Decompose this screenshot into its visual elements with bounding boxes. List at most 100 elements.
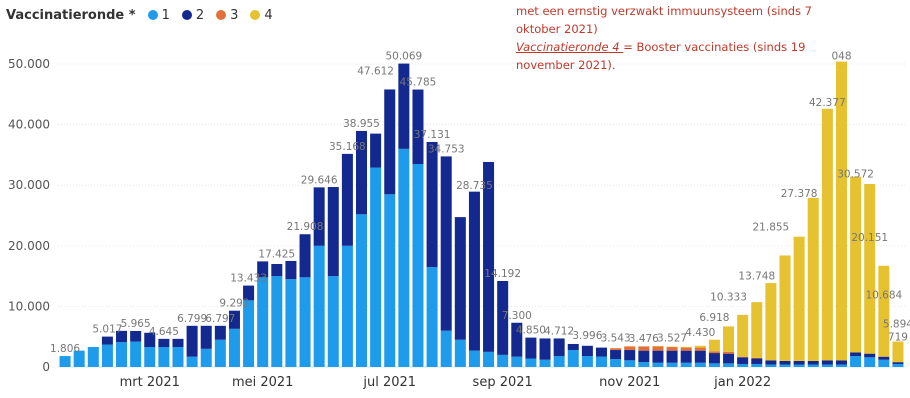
bar-segment-series-2[interactable] xyxy=(567,343,579,351)
bar-segment-series-4[interactable] xyxy=(878,265,890,357)
bar-segment-series-2[interactable] xyxy=(412,89,424,164)
bar-segment-series-2[interactable] xyxy=(384,89,396,195)
bar-segment-series-4[interactable] xyxy=(807,197,819,361)
bar-segment-series-2[interactable] xyxy=(708,353,720,364)
bar-segment-series-1[interactable] xyxy=(525,358,537,367)
bar-segment-series-2[interactable] xyxy=(525,337,537,359)
bar-segment-series-1[interactable] xyxy=(850,356,862,367)
bar-segment-series-4[interactable] xyxy=(779,255,791,361)
bar-segment-series-4[interactable] xyxy=(892,341,904,363)
legend-item-4[interactable]: 4 xyxy=(250,8,273,23)
bar-segment-series-1[interactable] xyxy=(440,330,452,367)
bar-segment-series-2[interactable] xyxy=(638,350,650,363)
bar-segment-series-3[interactable] xyxy=(624,346,636,351)
legend-item-2[interactable]: 2 xyxy=(181,8,204,23)
bar-segment-series-1[interactable] xyxy=(624,360,636,367)
bar-segment-series-2[interactable] xyxy=(341,153,353,246)
bar-segment-series-4[interactable] xyxy=(751,302,763,358)
bar-segment-series-1[interactable] xyxy=(341,245,353,367)
bar-segment-series-2[interactable] xyxy=(807,360,819,365)
bar-segment-series-2[interactable] xyxy=(864,353,876,358)
bar-segment-series-1[interactable] xyxy=(765,364,777,367)
bar-segment-series-1[interactable] xyxy=(186,356,198,367)
bar-segment-series-2[interactable] xyxy=(595,347,607,357)
bar-segment-series-2[interactable] xyxy=(835,360,847,365)
bar-segment-series-2[interactable] xyxy=(186,325,198,357)
bar-segment-series-3[interactable] xyxy=(666,347,678,351)
bar-segment-series-1[interactable] xyxy=(158,347,170,367)
bar-segment-series-1[interactable] xyxy=(398,148,410,367)
bar-segment-series-2[interactable] xyxy=(468,191,480,351)
bar-segment-series-1[interactable] xyxy=(892,363,904,367)
bar-segment-series-2[interactable] xyxy=(553,338,565,357)
bar-segment-series-1[interactable] xyxy=(214,339,226,367)
bar-segment-series-4[interactable] xyxy=(765,283,777,361)
bar-segment-series-2[interactable] xyxy=(271,263,283,277)
bar-segment-series-1[interactable] xyxy=(723,363,735,367)
bar-segment-series-1[interactable] xyxy=(751,363,763,367)
bar-segment-series-1[interactable] xyxy=(144,347,156,367)
bar-segment-series-1[interactable] xyxy=(87,347,99,367)
bar-segment-series-1[interactable] xyxy=(271,276,283,367)
legend-item-1[interactable]: 1 xyxy=(147,8,170,23)
bar-segment-series-1[interactable] xyxy=(595,356,607,367)
bar-segment-series-2[interactable] xyxy=(723,353,735,364)
bar-segment-series-1[interactable] xyxy=(864,357,876,367)
bar-segment-series-2[interactable] xyxy=(652,350,664,363)
bar-segment-series-1[interactable] xyxy=(581,356,593,367)
bar-segment-series-1[interactable] xyxy=(101,344,113,367)
bar-segment-series-4[interactable] xyxy=(835,61,847,361)
bar-segment-series-1[interactable] xyxy=(172,347,184,367)
bar-segment-series-2[interactable] xyxy=(172,338,184,347)
bar-segment-series-1[interactable] xyxy=(878,359,890,367)
bar-segment-series-1[interactable] xyxy=(299,277,311,367)
bar-segment-series-4[interactable] xyxy=(708,339,720,352)
bar-segment-series-2[interactable] xyxy=(144,332,156,347)
bar-segment-series-1[interactable] xyxy=(694,362,706,367)
bar-segment-series-1[interactable] xyxy=(835,364,847,367)
bar-segment-series-1[interactable] xyxy=(200,348,212,367)
bar-segment-series-2[interactable] xyxy=(666,350,678,363)
bar-segment-series-3[interactable] xyxy=(638,346,650,351)
bar-segment-series-1[interactable] xyxy=(285,279,297,367)
bar-segment-series-1[interactable] xyxy=(412,163,424,367)
bar-segment-series-1[interactable] xyxy=(779,364,791,367)
bar-segment-series-4[interactable] xyxy=(737,314,749,357)
bar-segment-series-2[interactable] xyxy=(158,338,170,347)
bar-segment-series-3[interactable] xyxy=(680,347,692,351)
bar-segment-series-1[interactable] xyxy=(327,276,339,367)
bar-segment-series-2[interactable] xyxy=(440,156,452,331)
bar-segment-series-3[interactable] xyxy=(652,346,664,351)
bar-segment-series-2[interactable] xyxy=(779,360,791,365)
bar-segment-series-2[interactable] xyxy=(483,161,495,352)
bar-segment-series-4[interactable] xyxy=(793,236,805,361)
bar-segment-series-1[interactable] xyxy=(116,342,128,367)
bar-segment-series-2[interactable] xyxy=(751,358,763,364)
bar-segment-series-2[interactable] xyxy=(680,350,692,363)
bar-segment-series-1[interactable] xyxy=(666,362,678,367)
bar-segment-series-2[interactable] xyxy=(850,352,862,357)
bar-segment-series-2[interactable] xyxy=(299,234,311,278)
bar-segment-series-4[interactable] xyxy=(723,326,735,352)
bar-segment-series-4[interactable] xyxy=(680,346,692,348)
bar-segment-series-4[interactable] xyxy=(850,176,862,353)
bar-segment-series-2[interactable] xyxy=(426,141,438,268)
bar-segment-series-2[interactable] xyxy=(398,63,410,149)
bar-segment-series-3[interactable] xyxy=(708,351,720,354)
bar-segment-series-1[interactable] xyxy=(539,359,551,367)
legend-item-3[interactable]: 3 xyxy=(216,8,238,23)
bar-segment-series-4[interactable] xyxy=(666,346,678,348)
bar-segment-series-1[interactable] xyxy=(511,356,523,367)
bar-segment-series-2[interactable] xyxy=(581,345,593,357)
bar-segment-series-1[interactable] xyxy=(426,267,438,367)
bar-segment-series-3[interactable] xyxy=(751,357,763,359)
bar-segment-series-1[interactable] xyxy=(610,359,622,367)
bar-segment-series-4[interactable] xyxy=(694,345,706,348)
bar-segment-series-2[interactable] xyxy=(878,356,890,360)
bar-segment-series-2[interactable] xyxy=(200,325,212,349)
bar-segment-series-2[interactable] xyxy=(327,187,339,277)
bar-segment-series-1[interactable] xyxy=(468,350,480,367)
bar-segment-series-1[interactable] xyxy=(567,350,579,367)
bar-segment-series-2[interactable] xyxy=(228,310,240,329)
bar-segment-series-2[interactable] xyxy=(694,350,706,363)
